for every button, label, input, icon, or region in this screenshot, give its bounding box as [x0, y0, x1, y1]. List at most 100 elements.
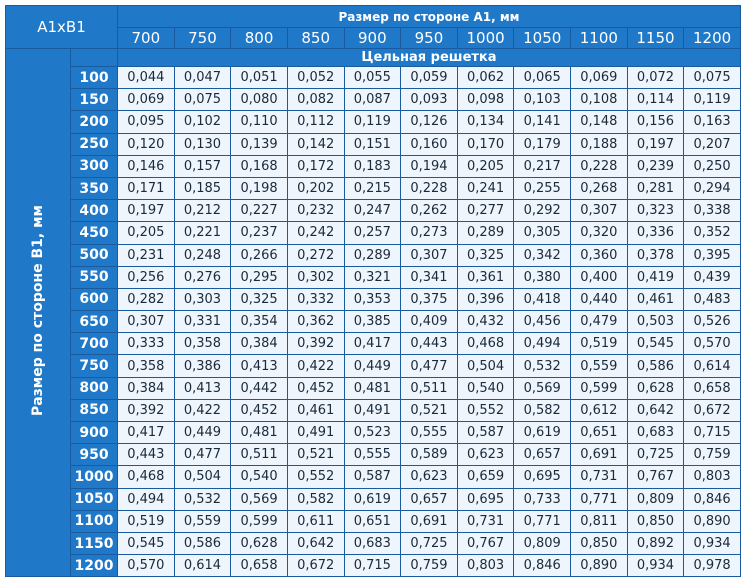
value-cell: 0,461	[286, 398, 345, 423]
value-cell: 0,771	[513, 509, 572, 533]
value-cell: 0,151	[343, 132, 402, 156]
value-cell: 0,413	[173, 376, 232, 400]
value-cell: 0,341	[400, 265, 458, 289]
value-cell: 0,532	[513, 354, 572, 378]
row-header: 150	[69, 88, 119, 112]
value-cell: 0,642	[286, 531, 345, 556]
value-cell: 0,526	[683, 310, 741, 334]
value-cell: 0,392	[286, 332, 345, 356]
value-cell: 0,141	[513, 110, 572, 134]
value-cell: 0,477	[173, 443, 232, 467]
row-header: 700	[69, 332, 119, 356]
value-cell: 0,623	[400, 465, 458, 489]
value-cell: 0,098	[456, 88, 515, 112]
value-cell: 0,659	[456, 465, 515, 489]
value-cell: 0,102	[173, 110, 232, 134]
value-cell: 0,417	[117, 420, 175, 445]
value-cell: 0,555	[343, 443, 402, 467]
row-header: 100	[69, 65, 119, 90]
row-header: 1050	[69, 487, 119, 511]
value-cell: 0,360	[570, 243, 628, 267]
value-cell: 0,725	[400, 531, 458, 556]
value-cell: 0,289	[456, 221, 515, 245]
value-cell: 0,803	[456, 554, 515, 577]
value-cell: 0,160	[400, 132, 458, 156]
row-header: 750	[69, 354, 119, 378]
value-cell: 0,268	[570, 176, 628, 201]
value-cell: 0,110	[230, 110, 288, 134]
value-cell: 0,336	[626, 221, 685, 245]
value-cell: 0,103	[513, 88, 572, 112]
value-cell: 0,628	[230, 531, 288, 556]
value-cell: 0,380	[513, 265, 572, 289]
value-cell: 0,384	[117, 376, 175, 400]
value-cell: 0,179	[513, 132, 572, 156]
value-cell: 0,095	[117, 110, 175, 134]
value-cell: 0,519	[117, 509, 175, 533]
value-cell: 0,333	[117, 332, 175, 356]
value-cell: 0,481	[343, 376, 402, 400]
value-cell: 0,540	[230, 465, 288, 489]
value-cell: 0,570	[117, 554, 175, 577]
value-cell: 0,205	[456, 154, 515, 178]
value-cell: 0,611	[286, 509, 345, 533]
value-cell: 0,051	[230, 65, 288, 90]
value-cell: 0,331	[173, 310, 232, 334]
value-cell: 0,130	[173, 132, 232, 156]
value-cell: 0,354	[230, 310, 288, 334]
value-cell: 0,239	[626, 154, 685, 178]
value-cell: 0,075	[173, 88, 232, 112]
value-cell: 0,255	[513, 176, 572, 201]
value-cell: 0,809	[626, 487, 685, 511]
value-cell: 0,185	[173, 176, 232, 201]
value-cell: 0,846	[513, 554, 572, 577]
value-cell: 0,112	[286, 110, 345, 134]
value-cell: 0,307	[400, 243, 458, 267]
value-cell: 0,731	[456, 509, 515, 533]
value-cell: 0,523	[343, 420, 402, 445]
column-header: 700	[117, 27, 175, 49]
value-cell: 0,273	[400, 221, 458, 245]
value-cell: 0,188	[570, 132, 628, 156]
value-cell: 0,586	[173, 531, 232, 556]
value-cell: 0,759	[400, 554, 458, 577]
value-cell: 0,657	[400, 487, 458, 511]
row-header: 1000	[69, 465, 119, 489]
value-cell: 0,119	[343, 110, 402, 134]
value-cell: 0,545	[117, 531, 175, 556]
section-title: Цельная решетка	[117, 48, 741, 67]
value-cell: 0,771	[570, 487, 628, 511]
value-cell: 0,555	[400, 420, 458, 445]
column-header: 1000	[456, 27, 515, 49]
value-cell: 0,934	[626, 554, 685, 577]
row-header: 900	[69, 420, 119, 445]
value-cell: 0,292	[513, 199, 572, 223]
row-header: 800	[69, 376, 119, 400]
value-cell: 0,194	[400, 154, 458, 178]
corner-label: A1xB1	[4, 5, 119, 49]
value-cell: 0,570	[683, 332, 741, 356]
value-cell: 0,657	[513, 443, 572, 467]
row-header: 350	[69, 176, 119, 201]
volume-table: A1xB1 Размер по стороне А1, мм 700 750 800 85…	[4, 5, 741, 577]
value-cell: 0,325	[456, 243, 515, 267]
column-header: 1200	[683, 27, 741, 49]
value-cell: 0,461	[626, 287, 685, 312]
value-cell: 0,198	[230, 176, 288, 201]
value-cell: 0,715	[343, 554, 402, 577]
value-cell: 0,281	[626, 176, 685, 201]
value-cell: 0,468	[117, 465, 175, 489]
value-cell: 0,272	[286, 243, 345, 267]
column-header: 900	[343, 27, 402, 49]
value-cell: 0,353	[343, 287, 402, 312]
value-cell: 0,503	[626, 310, 685, 334]
value-cell: 0,232	[286, 199, 345, 223]
row-header: 500	[69, 243, 119, 267]
value-cell: 0,587	[343, 465, 402, 489]
value-cell: 0,658	[683, 376, 741, 400]
value-cell: 0,491	[343, 398, 402, 423]
value-cell: 0,256	[117, 265, 175, 289]
value-cell: 0,342	[513, 243, 572, 267]
value-cell: 0,183	[343, 154, 402, 178]
value-cell: 0,552	[286, 465, 345, 489]
